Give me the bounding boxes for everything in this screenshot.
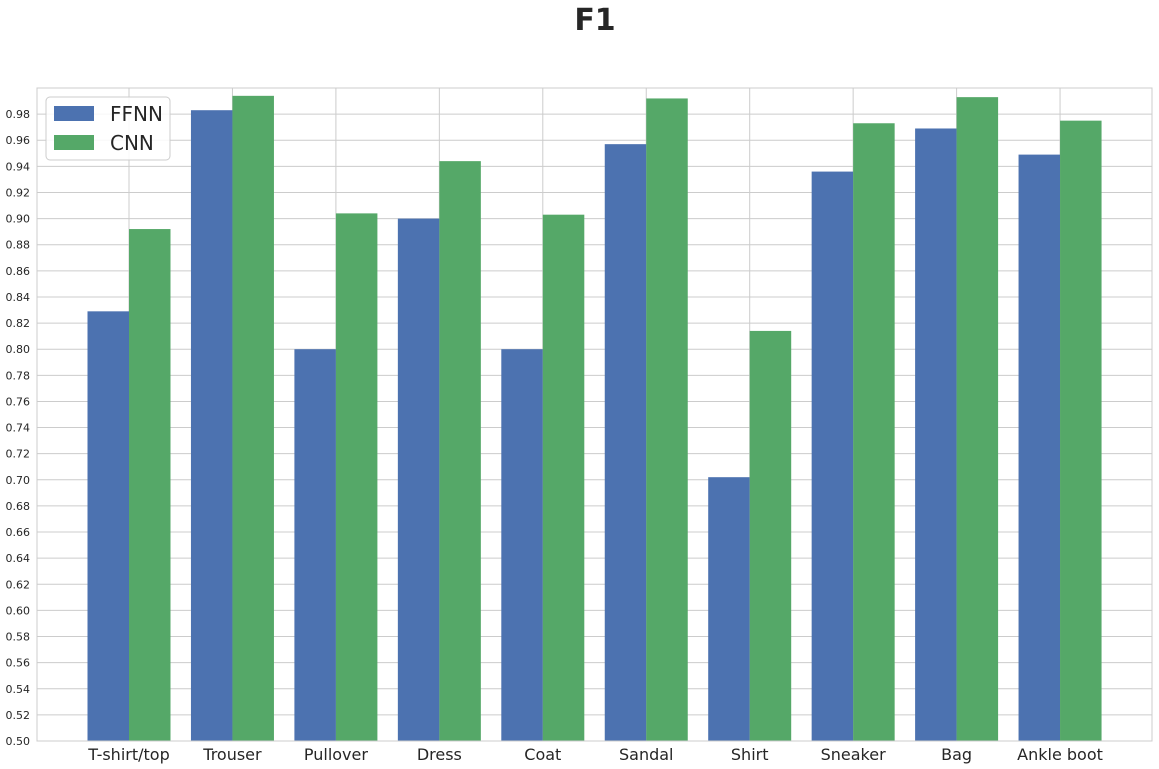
bar-ffnn-pullover (294, 349, 336, 741)
y-tick-label: 0.60 (6, 604, 31, 617)
x-tick-label: Sandal (619, 745, 674, 764)
x-tick-label: Coat (524, 745, 561, 764)
y-tick-label: 0.92 (6, 186, 31, 199)
y-tick-label: 0.64 (6, 552, 31, 565)
x-tick-label: Sneaker (821, 745, 886, 764)
bar-cnn-ankle-boot (1060, 120, 1102, 741)
x-axis-ticks: T-shirt/top Trouser Pullover Dress Coat Sanda… (87, 745, 1103, 764)
y-tick-label: 0.58 (6, 631, 31, 644)
legend-label-cnn: CNN (110, 131, 154, 155)
legend: FFNN CNN (45, 96, 171, 161)
bar-cnn-dress (439, 161, 481, 742)
x-tick-label: Dress (417, 745, 462, 764)
y-tick-label: 0.96 (6, 134, 31, 147)
legend-swatch-cnn (54, 135, 94, 150)
y-tick-label: 0.50 (6, 735, 31, 748)
y-tick-label: 0.54 (6, 683, 31, 696)
y-tick-label: 0.86 (6, 265, 31, 278)
bar-ffnn-shirt (708, 477, 750, 741)
x-tick-label: Ankle boot (1017, 745, 1103, 764)
y-tick-label: 0.98 (6, 108, 31, 121)
y-axis-ticks: 0.50 0.52 0.54 0.56 0.58 0.60 0.62 0.64 0.66 0.68… (6, 108, 31, 748)
bar-cnn-sneaker (853, 123, 895, 741)
bar-ffnn-ankle-boot (1018, 154, 1061, 741)
y-tick-label: 0.72 (6, 448, 31, 461)
y-tick-label: 0.56 (6, 657, 31, 670)
y-tick-label: 0.84 (6, 291, 31, 304)
y-tick-label: 0.80 (6, 343, 31, 356)
y-tick-label: 0.70 (6, 474, 31, 487)
y-tick-label: 0.94 (6, 160, 31, 173)
plot-frame (36, 87, 1153, 742)
y-tick-label: 0.66 (6, 526, 31, 539)
x-tick-label: Trouser (202, 745, 262, 764)
y-tick-label: 0.62 (6, 578, 31, 591)
bar-cnn-bag (956, 97, 999, 742)
chart-title: F1 (574, 3, 615, 38)
bar-ffnn-sandal (604, 144, 647, 741)
y-tick-label: 0.88 (6, 239, 31, 252)
bar-ffnn-bag (915, 128, 957, 742)
bar-ffnn-dress (397, 218, 440, 742)
y-tick-label: 0.82 (6, 317, 31, 330)
bar-cnn-shirt (749, 330, 792, 741)
x-tick-label: Shirt (731, 745, 769, 764)
y-tick-label: 0.52 (6, 709, 31, 722)
bar-ffnn-t-shirt-top (87, 311, 129, 741)
bar-cnn-trouser (232, 95, 274, 741)
bar-ffnn-coat (501, 349, 543, 741)
y-tick-label: 0.74 (6, 422, 31, 435)
bar-cnn-pullover (335, 213, 378, 742)
bar-cnn-t-shirt-top (129, 229, 171, 741)
x-tick-label: Pullover (304, 745, 369, 764)
bar-cnn-coat (542, 214, 585, 741)
y-tick-label: 0.76 (6, 395, 31, 408)
bar-ffnn-sneaker (811, 171, 854, 742)
y-tick-label: 0.78 (6, 369, 31, 382)
bar-ffnn-trouser (190, 110, 233, 741)
bar-cnn-sandal (646, 98, 688, 741)
x-tick-label: T-shirt/top (87, 745, 169, 764)
bars (87, 95, 1102, 742)
legend-swatch-ffnn (54, 106, 94, 121)
y-tick-label: 0.90 (6, 213, 31, 226)
legend-label-ffnn: FFNN (110, 102, 163, 126)
y-tick-label: 0.68 (6, 500, 31, 513)
x-tick-label: Bag (941, 745, 972, 764)
